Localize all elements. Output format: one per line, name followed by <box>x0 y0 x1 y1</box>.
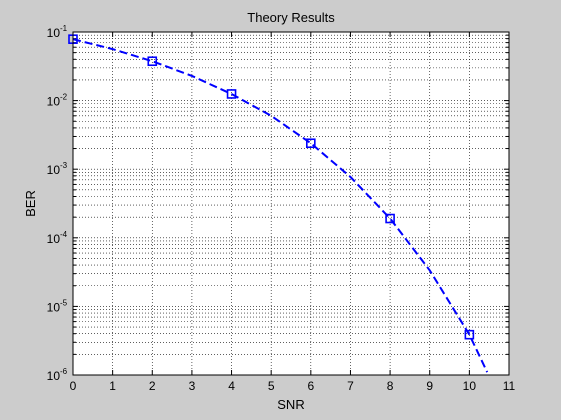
grid <box>73 32 509 375</box>
y-tick-label-base: 10 <box>47 163 61 177</box>
plot-area <box>73 32 509 375</box>
y-tick-label-exponent: -3 <box>60 161 68 170</box>
x-tick-label: 3 <box>189 379 196 393</box>
y-tick-label-exponent: -5 <box>60 298 68 307</box>
data-point-marker <box>385 213 395 224</box>
y-tick-label-base: 10 <box>47 369 61 383</box>
y-tick-label-base: 10 <box>47 26 61 40</box>
series-layer <box>68 34 489 373</box>
data-point-marker <box>464 329 475 340</box>
chart-title: Theory Results <box>247 10 335 25</box>
x-tick-label: 0 <box>70 379 77 393</box>
y-tick-label-base: 10 <box>47 300 61 314</box>
x-axis-title: SNR <box>277 397 304 412</box>
data-point-marker <box>147 56 158 67</box>
y-tick-label-exponent: -6 <box>60 367 68 376</box>
x-tick-label: 8 <box>387 379 394 393</box>
y-tick-label-exponent: -1 <box>60 24 68 33</box>
series-line <box>72 38 489 373</box>
x-tick-label: 2 <box>149 379 156 393</box>
x-tick-label: 10 <box>463 379 477 393</box>
y-axis-title: BER <box>23 190 38 217</box>
y-tick-label-base: 10 <box>47 232 61 246</box>
plot-frame <box>72 31 510 376</box>
x-tick-label: 1 <box>109 379 116 393</box>
x-tick-labels: 0 1 2 3 4 5 6 7 8 9 10 11 <box>70 379 516 393</box>
y-tick-label-exponent: -4 <box>60 230 68 239</box>
x-tick-label: 4 <box>228 379 235 393</box>
y-tick-labels: 10-610-510-410-310-210-1 <box>47 24 68 383</box>
data-point-marker <box>306 138 316 149</box>
x-tick-label: 11 <box>503 379 516 393</box>
y-tick-label-exponent: -2 <box>60 93 68 102</box>
x-tick-label: 9 <box>426 379 433 393</box>
x-tick-label: 7 <box>347 379 354 393</box>
x-tick-label: 5 <box>268 379 275 393</box>
y-tick-label-base: 10 <box>47 95 61 109</box>
x-tick-label: 6 <box>307 379 314 393</box>
data-point-marker <box>226 89 237 99</box>
